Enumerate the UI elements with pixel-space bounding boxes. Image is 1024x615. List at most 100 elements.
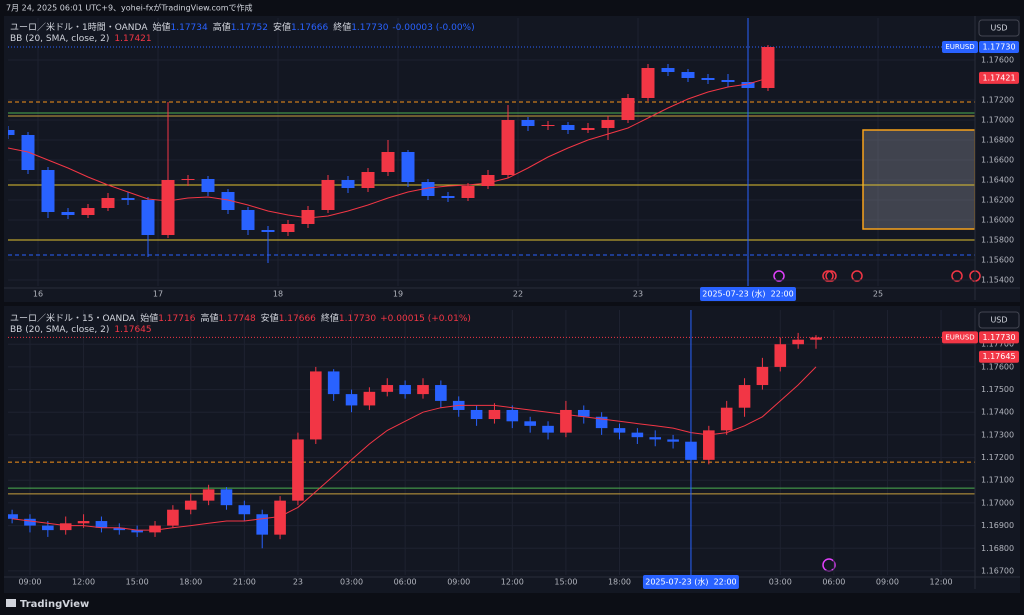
bb-line — [8, 77, 769, 219]
candle-body — [595, 416, 608, 429]
candle-body — [42, 525, 54, 531]
candle-body — [341, 180, 355, 188]
plot-area — [8, 18, 975, 286]
y-tick-label: 1.15600 — [981, 256, 1014, 265]
candle-body — [810, 337, 822, 340]
x-tick-label: 23 — [633, 290, 643, 299]
candle-body — [61, 212, 75, 215]
x-tick-label: 03:00 — [340, 578, 363, 587]
candle-body — [309, 371, 322, 440]
x-tick-label: 12:00 — [930, 578, 953, 587]
badge-label: 1.17730 — [982, 43, 1015, 52]
candle-body — [292, 439, 304, 501]
badge-name: EURUSD — [945, 43, 974, 51]
candle-body — [417, 385, 429, 395]
brand: TradingView — [20, 599, 89, 610]
brand-logo — [6, 599, 16, 607]
badge-label: 1.17645 — [982, 352, 1015, 361]
plot-area — [8, 310, 975, 575]
currency: USD — [990, 316, 1007, 325]
candle-body — [201, 179, 215, 192]
candle-body — [501, 120, 515, 175]
zone — [862, 129, 975, 230]
candle-body — [381, 152, 395, 172]
candle-body — [561, 125, 575, 130]
y-tick-label: 1.17000 — [981, 498, 1014, 507]
indicator-name: BB (20, SMA, close, 2) — [10, 34, 109, 44]
x-tick-label: 09:00 — [18, 578, 41, 587]
legend-value: 1.17730 — [339, 314, 376, 324]
candle-body — [95, 521, 108, 528]
legend-title: ユーロ／米ドル・15・OANDA — [10, 312, 136, 324]
candle-body — [738, 385, 751, 408]
candle-body — [345, 394, 358, 406]
x-tick-label: 16 — [33, 290, 43, 299]
x-tick-label: 12:00 — [72, 578, 95, 587]
candle-body — [560, 409, 572, 433]
legend-value: 1.17748 — [218, 314, 255, 324]
x-tick-label: 18:00 — [179, 578, 202, 587]
candle-body — [703, 430, 715, 460]
y-tick-label: 1.17700 — [981, 340, 1014, 349]
indicator-legend: BB (20, SMA, close, 2) 1.17645 — [10, 325, 152, 335]
badge-bg — [979, 41, 1019, 53]
y-tick-label: 1.17200 — [981, 96, 1014, 105]
candle-body — [321, 180, 335, 210]
y-tick-label: 1.17100 — [981, 476, 1014, 485]
crosshair-label-bg — [700, 287, 796, 301]
legend-label: 終値 — [321, 312, 339, 324]
badge-label: 1.17730 — [982, 333, 1015, 342]
candle-body — [101, 198, 115, 208]
y-tick-label: 1.17600 — [981, 362, 1014, 371]
x-tick-label: 06:00 — [822, 578, 845, 587]
candle-body — [261, 230, 275, 232]
y-tick-label: 1.16900 — [981, 521, 1014, 530]
y-tick-label: 1.16800 — [981, 136, 1014, 145]
bb-line — [12, 366, 817, 531]
candle-body — [774, 344, 787, 367]
legend-value: 1.17730 — [351, 23, 388, 33]
legend: ユーロ／米ドル・15・OANDA 始値1.17716 高値1.17748 安値1.17… — [10, 312, 471, 324]
candle-body — [327, 371, 340, 395]
candle-body — [24, 518, 36, 526]
candle-body — [8, 130, 15, 135]
x-tick-label: 09:00 — [447, 578, 470, 587]
candle-body — [792, 339, 804, 345]
legend-label: 始値 — [152, 21, 170, 33]
candle-body — [274, 500, 286, 535]
y-tick-label: 1.16200 — [981, 196, 1014, 205]
candle-body — [421, 182, 435, 196]
candle-body — [506, 409, 519, 422]
legend-label: 安値 — [273, 21, 291, 33]
y-tick-label: 1.16000 — [981, 216, 1014, 225]
crosshair-label: 2025-07-23 (水) 22:00 — [645, 577, 736, 587]
candle-body — [281, 224, 295, 232]
candle-body — [613, 428, 626, 433]
currency-bg — [978, 311, 1020, 329]
y-tick-label: 1.17600 — [981, 56, 1014, 65]
candle-body — [542, 425, 554, 433]
candle-body — [681, 72, 695, 78]
y-tick-label: 1.17300 — [981, 430, 1014, 439]
candle-body — [720, 407, 733, 431]
candle-body — [361, 172, 375, 188]
candle-body — [701, 78, 715, 80]
legend-value: 1.17716 — [158, 314, 195, 324]
candle-body — [59, 523, 72, 531]
candle-body — [401, 152, 415, 182]
candle-body — [756, 366, 769, 386]
legend-label: 高値 — [200, 312, 218, 324]
legend-change: -0.00003 (-0.00%) — [392, 23, 474, 33]
x-tick-label: 17 — [153, 290, 163, 299]
y-tick-label: 1.17000 — [981, 116, 1014, 125]
x-tick-label: 09:00 — [876, 578, 899, 587]
candle-body — [241, 210, 255, 230]
candle-body — [301, 210, 315, 224]
legend-label: 高値 — [213, 21, 231, 33]
legend-title: ユーロ／米ドル・1時間・OANDA — [10, 21, 148, 33]
candle-body — [141, 200, 155, 235]
legend-label: 安値 — [261, 312, 279, 324]
candle-body — [238, 505, 251, 515]
